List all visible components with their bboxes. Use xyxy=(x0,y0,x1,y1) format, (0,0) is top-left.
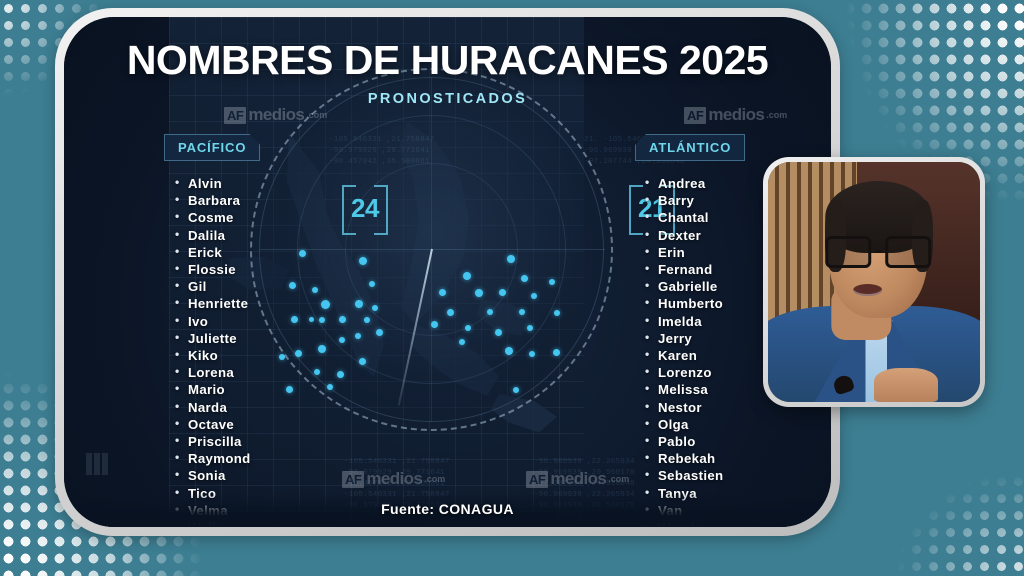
blip xyxy=(447,309,454,316)
list-item: Dexter xyxy=(645,226,809,244)
list-item: Mario xyxy=(175,380,339,398)
list-item: Priscilla xyxy=(175,432,339,450)
list-item: Octave xyxy=(175,415,339,433)
list-item: Pablo xyxy=(645,432,809,450)
list-item: Jerry xyxy=(645,329,809,347)
list-item: Imelda xyxy=(645,312,809,330)
list-item: Gabrielle xyxy=(645,277,809,295)
list-item: Lorenzo xyxy=(645,363,809,381)
list-item: Erin xyxy=(645,243,809,261)
blip xyxy=(439,289,446,296)
blip xyxy=(463,272,471,280)
list-item: Barry xyxy=(645,191,809,209)
list-item: Lorena xyxy=(175,363,339,381)
presenter-mouth xyxy=(852,284,883,297)
blip xyxy=(359,358,366,365)
presenter-photo xyxy=(768,162,980,402)
list-item: Narda xyxy=(175,398,339,416)
list-item: Fernand xyxy=(645,260,809,278)
blip xyxy=(521,275,528,282)
list-item: Barbara xyxy=(175,191,339,209)
glasses-lens-left xyxy=(825,236,872,268)
pacifico-name-list: AlvinBarbaraCosmeDalilaErickFlossieGilHe… xyxy=(164,174,339,527)
blip xyxy=(499,289,506,296)
list-item: Kiko xyxy=(175,346,339,364)
list-item: Rebekah xyxy=(645,449,809,467)
list-item: Erick xyxy=(175,243,339,261)
blip xyxy=(431,321,438,328)
list-item: Andrea xyxy=(645,174,809,192)
blip xyxy=(505,347,513,355)
blip xyxy=(487,309,493,315)
list-item: Dalila xyxy=(175,226,339,244)
blip xyxy=(376,329,383,336)
list-item: Olga xyxy=(645,415,809,433)
source-credit: Fuente: CONAGUA xyxy=(381,501,514,517)
blip xyxy=(355,300,363,308)
blip xyxy=(369,281,375,287)
blip xyxy=(337,371,344,378)
blip xyxy=(553,349,560,356)
blip xyxy=(355,333,361,339)
blip xyxy=(531,293,537,299)
list-item: Gil xyxy=(175,277,339,295)
list-item: Chantal xyxy=(645,208,809,226)
list-item: Karen xyxy=(645,346,809,364)
blip xyxy=(549,279,555,285)
blip xyxy=(339,337,345,343)
blip xyxy=(519,309,525,315)
footer-bar: Fuente: CONAGUA xyxy=(64,493,831,527)
presenter-photo-frame xyxy=(763,157,985,407)
list-item: Nestor xyxy=(645,398,809,416)
presenter-glasses xyxy=(825,236,932,268)
page-title: NOMBRES DE HURACANES 2025 xyxy=(126,37,769,83)
blip xyxy=(554,310,560,316)
glasses-bridge xyxy=(875,250,882,254)
blip xyxy=(339,316,346,323)
list-item: Raymond xyxy=(175,449,339,467)
page-subtitle: PRONOSTICADOS xyxy=(367,91,528,107)
title-block: NOMBRES DE HURACANES 2025 PRONOSTICADOS xyxy=(64,37,831,107)
list-item: Cosme xyxy=(175,208,339,226)
blip xyxy=(364,317,370,323)
pacifico-count: 24 xyxy=(342,185,388,235)
radar-ring-inner xyxy=(345,163,518,336)
list-item: Sebastien xyxy=(645,466,809,484)
coordinate-text-top-left: -105.546331 ,21.758847 -98.979929 ,29.77… xyxy=(329,136,435,166)
list-item: Juliette xyxy=(175,329,339,347)
blip xyxy=(459,339,465,345)
list-item: Flossie xyxy=(175,260,339,278)
pacifico-badge: PACÍFICO xyxy=(164,134,260,161)
corner-bars-icon xyxy=(86,453,108,475)
blip xyxy=(465,325,471,331)
blip xyxy=(372,305,378,311)
blip xyxy=(507,255,515,263)
blip xyxy=(359,257,367,265)
list-item: Ivo xyxy=(175,312,339,330)
main-card-inner: -105.546331 ,21.758847 -98.979929 ,29.77… xyxy=(64,17,831,527)
halftone-dots-bottom-right xyxy=(874,456,1024,576)
blip xyxy=(475,289,483,297)
list-item: Henriette xyxy=(175,294,339,312)
pacifico-panel: PACÍFICO AlvinBarbaraCosmeDalilaErickFlo… xyxy=(164,134,339,527)
list-item: Alvin xyxy=(175,174,339,192)
presenter-hand xyxy=(874,368,938,402)
atlantico-badge: ATLÁNTICO xyxy=(635,134,746,161)
blip xyxy=(527,325,533,331)
list-item: Sonia xyxy=(175,466,339,484)
blip xyxy=(513,387,519,393)
glasses-lens-right xyxy=(885,236,932,268)
list-item: Humberto xyxy=(645,294,809,312)
main-card-frame: -105.546331 ,21.758847 -98.979929 ,29.77… xyxy=(55,8,840,536)
blip xyxy=(495,329,502,336)
blip xyxy=(529,351,535,357)
list-item: Melissa xyxy=(645,380,809,398)
